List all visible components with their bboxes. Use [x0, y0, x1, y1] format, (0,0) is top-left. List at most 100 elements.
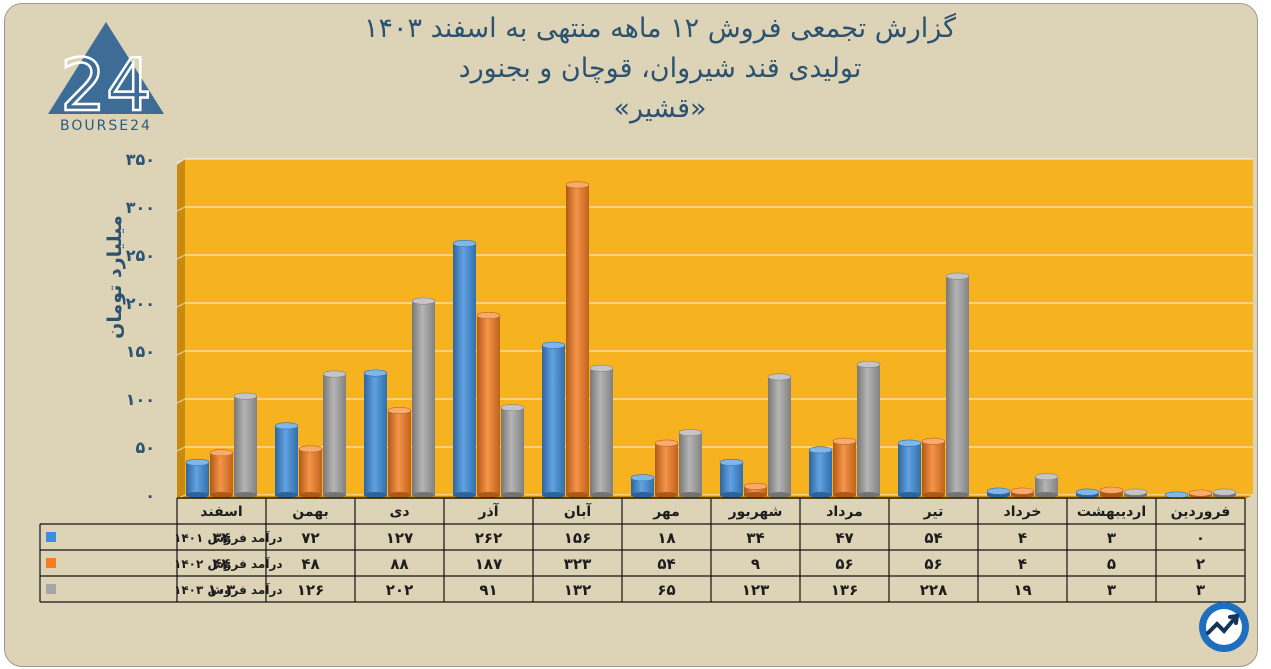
x-tick-label: شهریور	[728, 504, 783, 520]
x-tick-label: خرداد	[1004, 504, 1042, 520]
y-tick-label: ۰	[145, 486, 155, 505]
gridline-side	[176, 158, 186, 164]
bar	[412, 301, 435, 495]
data-label: ۲	[1196, 555, 1205, 573]
bar-base	[768, 492, 791, 498]
bar-base	[679, 492, 702, 498]
x-tick-label: بهمن	[292, 504, 328, 520]
bar	[542, 345, 565, 495]
data-label: ۳۲۳	[564, 555, 591, 573]
bar-base	[323, 492, 346, 498]
gridline-side	[176, 302, 186, 308]
bar-cap	[654, 439, 679, 447]
bar-base	[631, 492, 654, 498]
data-label: ۵۶	[835, 555, 853, 573]
plot-background	[185, 159, 1253, 495]
bar-cap	[541, 341, 566, 349]
y-tick-label: ۱۰۰	[126, 390, 155, 409]
x-tick-label: آذر	[477, 502, 499, 520]
data-label: ۱۸۷	[475, 555, 502, 573]
logo-numeral: 24	[60, 43, 152, 127]
bar	[1035, 476, 1058, 495]
bar-base	[501, 492, 524, 498]
bar-base	[809, 492, 832, 498]
data-label: ۴۸	[301, 555, 319, 573]
bourse24-logo: 24	[48, 22, 164, 128]
bar-cap	[921, 437, 946, 445]
y-tick-label: ۳۰۰	[126, 198, 155, 217]
trend-badge-icon	[1199, 602, 1249, 652]
bar-cap	[630, 474, 655, 482]
data-label: ۱۲۶	[297, 581, 324, 599]
bar-base	[720, 492, 743, 498]
chart-symbol: «قشیر»	[613, 93, 707, 124]
bar	[631, 477, 654, 495]
bar	[186, 462, 209, 495]
bar-cap	[1164, 491, 1189, 499]
gridline-side	[176, 446, 186, 452]
data-label: ۵۴	[657, 555, 675, 573]
bar-base	[1100, 492, 1123, 498]
bar	[388, 410, 411, 495]
bar-cap	[856, 360, 881, 368]
data-label: ۴	[1018, 529, 1027, 547]
bar	[857, 364, 880, 495]
data-label: ۹	[751, 555, 760, 573]
bar-base	[388, 492, 411, 498]
bar	[946, 276, 969, 495]
y-tick-label: ۵۰	[135, 438, 155, 457]
bar-cap	[185, 458, 210, 466]
x-tick-label: مهر	[652, 504, 680, 520]
legend-swatch	[46, 558, 56, 568]
x-tick-label: دی	[389, 504, 409, 520]
bar-cap	[274, 422, 299, 430]
bar-base	[857, 492, 880, 498]
gridline-side	[176, 206, 186, 212]
bar-base	[898, 492, 921, 498]
bar	[501, 407, 524, 495]
data-label: ۱۸	[657, 529, 675, 547]
bar	[655, 443, 678, 495]
legend-label: درآمد فروش ۱۴۰۳	[174, 582, 283, 598]
bar-cap	[897, 439, 922, 447]
x-tick-label: تیر	[923, 504, 944, 520]
bar-cap	[1010, 487, 1035, 495]
plot-side-wall	[177, 159, 185, 499]
data-label: ۱۹	[1013, 581, 1031, 599]
bar-cap	[565, 181, 590, 189]
bar-base	[477, 492, 500, 498]
bar	[323, 374, 346, 495]
bar-base	[833, 492, 856, 498]
bar-base	[275, 492, 298, 498]
bar-cap	[363, 369, 388, 377]
bar	[744, 486, 767, 495]
data-label: ۵	[1107, 555, 1116, 573]
bar	[364, 373, 387, 495]
bar-cap	[767, 373, 792, 381]
data-label: ۲۶۲	[475, 529, 502, 547]
bar-cap	[476, 311, 501, 319]
bar-cap	[808, 446, 833, 454]
bar	[809, 449, 832, 495]
data-label: ۵۶	[924, 555, 942, 573]
data-label: ۱۳۲	[564, 581, 591, 599]
bar-base	[566, 492, 589, 498]
legend-swatch	[46, 584, 56, 594]
data-label: ۴۴	[212, 555, 230, 573]
bar-cap	[1034, 473, 1059, 481]
bar-cap	[387, 407, 412, 415]
data-label: ۰	[1196, 529, 1205, 547]
data-label: ۱۵۶	[564, 529, 591, 547]
bar-base	[1035, 492, 1058, 498]
bar-base	[210, 492, 233, 498]
bar-cap	[209, 449, 234, 457]
bar-cap	[500, 404, 525, 412]
data-label: ۳	[1196, 581, 1205, 599]
y-tick-label: ۱۵۰	[126, 342, 155, 361]
bar-cap	[1123, 488, 1148, 496]
gridline-side	[176, 254, 186, 260]
y-tick-label: ۲۵۰	[126, 246, 155, 265]
y-tick-label: ۳۵۰	[126, 150, 155, 169]
bar-cap	[589, 364, 614, 372]
